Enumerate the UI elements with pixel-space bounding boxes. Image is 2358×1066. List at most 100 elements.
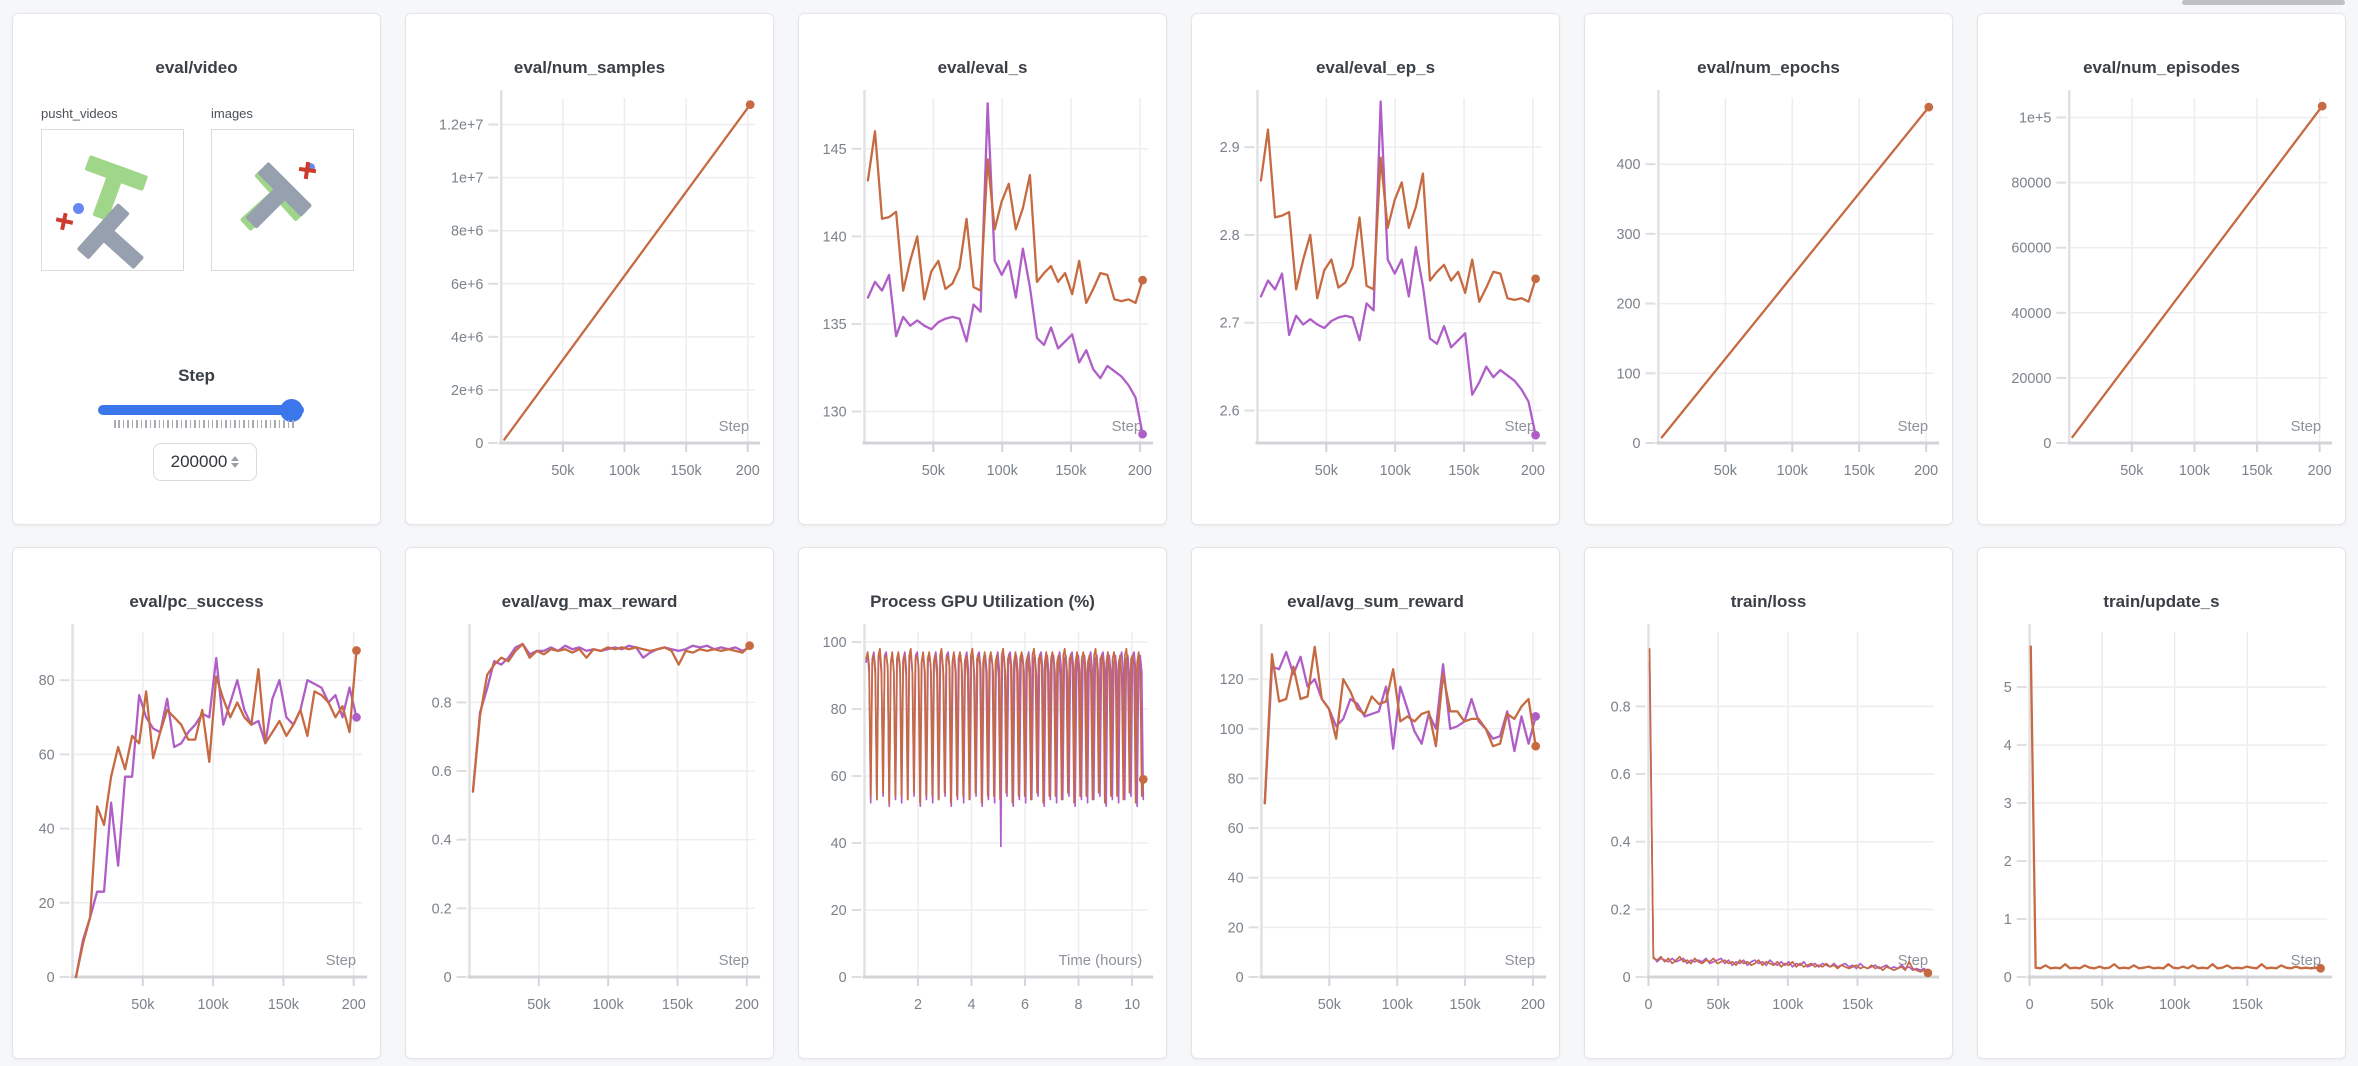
svg-text:1e+5: 1e+5	[2019, 110, 2051, 126]
svg-text:100k: 100k	[1772, 997, 1804, 1013]
svg-text:200: 200	[735, 997, 759, 1013]
svg-text:Step: Step	[1112, 418, 1143, 435]
svg-text:4: 4	[968, 997, 976, 1013]
panel-eval-eval_s: eval/eval_s 50k 100k 150k 200 130 135 140 145 St…	[798, 13, 1167, 525]
chart-title: train/update_s	[2103, 592, 2220, 611]
svg-text:100k: 100k	[2179, 463, 2211, 479]
svg-text:0.8: 0.8	[432, 695, 452, 711]
svg-text:150k: 150k	[2241, 463, 2273, 479]
agent-dot-icon	[73, 203, 84, 214]
svg-text:60: 60	[831, 769, 847, 785]
video-thumb-row: pusht_videos images	[13, 106, 380, 271]
svg-text:6e+6: 6e+6	[451, 277, 483, 293]
svg-text:2.9: 2.9	[1220, 140, 1240, 156]
svg-text:150k: 150k	[1450, 997, 1482, 1013]
video-thumb-label-pusht: pusht_videos	[41, 106, 118, 121]
svg-text:1e+7: 1e+7	[451, 171, 483, 187]
svg-text:100k: 100k	[609, 463, 641, 479]
svg-text:60: 60	[39, 747, 55, 763]
svg-text:150k: 150k	[1844, 463, 1876, 479]
svg-text:0: 0	[475, 436, 483, 452]
svg-text:0: 0	[1623, 970, 1631, 986]
svg-text:0: 0	[2043, 436, 2051, 452]
svg-text:200: 200	[2308, 463, 2332, 479]
step-slider-track[interactable]	[98, 405, 304, 415]
svg-text:0: 0	[1236, 970, 1244, 986]
svg-text:8: 8	[1075, 997, 1083, 1013]
svg-text:Step: Step	[1898, 952, 1929, 969]
svg-text:80: 80	[1228, 771, 1244, 787]
svg-text:2: 2	[914, 997, 922, 1013]
svg-text:100k: 100k	[198, 997, 230, 1013]
svg-text:40: 40	[1228, 871, 1244, 887]
svg-text:60000: 60000	[2011, 241, 2051, 257]
chart-eval-eval_s[interactable]: 50k 100k 150k 200 130 135 140 145 Step	[799, 78, 1166, 515]
video-thumbnail-pusht-videos[interactable]	[41, 129, 184, 271]
svg-text:2.8: 2.8	[1220, 228, 1240, 244]
panel-eval-avg_max_reward: eval/avg_max_reward 50k 100k 150k 200 0 0.2 0.…	[405, 547, 774, 1059]
svg-text:Step: Step	[326, 952, 357, 969]
chart-title: eval/pc_success	[129, 592, 264, 611]
video-thumb-label-images: images	[211, 106, 253, 121]
chart-eval-eval_ep_s[interactable]: 50k 100k 150k 200 2.6 2.7 2.8 2.9 Step	[1192, 78, 1559, 515]
video-thumbnail-images[interactable]	[211, 129, 354, 271]
svg-text:40000: 40000	[2011, 306, 2051, 322]
panel-eval-num_epochs: eval/num_epochs 50k 100k 150k 200 0 100 200 300…	[1584, 13, 1953, 525]
svg-text:20: 20	[39, 896, 55, 912]
svg-text:0: 0	[444, 970, 452, 986]
chart-title: train/loss	[1730, 592, 1807, 611]
panel-eval-video: eval/video pusht_videos images	[12, 13, 381, 525]
step-number-input[interactable]: 200000	[153, 443, 257, 481]
svg-text:0: 0	[2026, 997, 2034, 1013]
svg-text:Step: Step	[2291, 418, 2322, 435]
svg-text:200: 200	[1128, 463, 1152, 479]
svg-text:4e+6: 4e+6	[451, 330, 483, 346]
chart-train-update_s[interactable]: 0 50k 100k 150k 0 1 2 3 4 5 Step	[1978, 612, 2345, 1049]
chart-eval-pc_success[interactable]: 50k 100k 150k 200 0 20 40 60 80 Step	[13, 612, 380, 1049]
svg-text:50k: 50k	[1315, 463, 1339, 479]
stepper-arrows-icon[interactable]	[231, 456, 240, 468]
svg-text:40: 40	[39, 822, 55, 838]
scrollbar-thumb[interactable]	[2182, 0, 2345, 5]
chart-eval-num_epochs[interactable]: 50k 100k 150k 200 0 100 200 300 400 Step	[1585, 78, 1952, 515]
svg-text:150k: 150k	[662, 997, 694, 1013]
panel-eval-num_samples: eval/num_samples 50k 100k 150k 200 0 2e+6 4e+6…	[405, 13, 774, 525]
chart-train-loss[interactable]: 0 50k 100k 150k 0 0.2 0.4 0.6 0.8 Step	[1585, 612, 1952, 1049]
svg-text:135: 135	[823, 317, 847, 333]
svg-text:100k: 100k	[1380, 463, 1412, 479]
svg-text:2: 2	[2004, 854, 2012, 870]
step-slider-handle[interactable]	[280, 398, 303, 422]
panel-train-update_s: train/update_s 0 50k 100k 150k 0 1 2 3 4 5 Step	[1977, 547, 2346, 1059]
svg-text:Time (hours): Time (hours)	[1059, 952, 1143, 969]
svg-text:2.7: 2.7	[1220, 316, 1240, 332]
svg-text:300: 300	[1617, 227, 1641, 243]
svg-text:40: 40	[831, 836, 847, 852]
svg-text:100k: 100k	[987, 463, 1019, 479]
panel-eval-eval_ep_s: eval/eval_ep_s 50k 100k 150k 200 2.6 2.7 2.8 2.…	[1191, 13, 1560, 525]
svg-text:0: 0	[47, 970, 55, 986]
svg-text:1.2e+7: 1.2e+7	[439, 117, 483, 133]
svg-text:200: 200	[1521, 463, 1545, 479]
svg-text:Step: Step	[719, 952, 750, 969]
chart-eval-num_episodes[interactable]: 50k 100k 150k 200 0 20000 40000 60000 80000 1e+5 S…	[1978, 78, 2345, 515]
svg-text:10: 10	[1124, 997, 1140, 1013]
chart-title: eval/avg_max_reward	[501, 592, 678, 611]
chart-eval-avg_sum_reward[interactable]: 50k 100k 150k 200 0 20 40 60 80 100 120 Step	[1192, 612, 1559, 1049]
svg-text:Step: Step	[1505, 418, 1536, 435]
chart-eval-num_samples[interactable]: 50k 100k 150k 200 0 2e+6 4e+6 6e+6 8e+6 1e+7 1.2e+…	[406, 78, 773, 515]
svg-text:50k: 50k	[922, 463, 946, 479]
chart-eval-avg_max_reward[interactable]: 50k 100k 150k 200 0 0.2 0.4 0.6 0.8 Step	[406, 612, 773, 1049]
svg-text:60: 60	[1228, 821, 1244, 837]
svg-text:150k: 150k	[1055, 463, 1087, 479]
svg-text:50k: 50k	[1707, 997, 1731, 1013]
svg-text:0: 0	[2004, 970, 2012, 986]
step-slider[interactable]	[98, 398, 304, 428]
svg-text:200: 200	[1617, 297, 1641, 313]
svg-text:50k: 50k	[2120, 463, 2144, 479]
svg-text:20: 20	[831, 903, 847, 919]
svg-text:0.2: 0.2	[1611, 902, 1631, 918]
chart-title: eval/num_epochs	[1697, 58, 1840, 77]
video-panel-title: eval/video	[155, 58, 238, 77]
